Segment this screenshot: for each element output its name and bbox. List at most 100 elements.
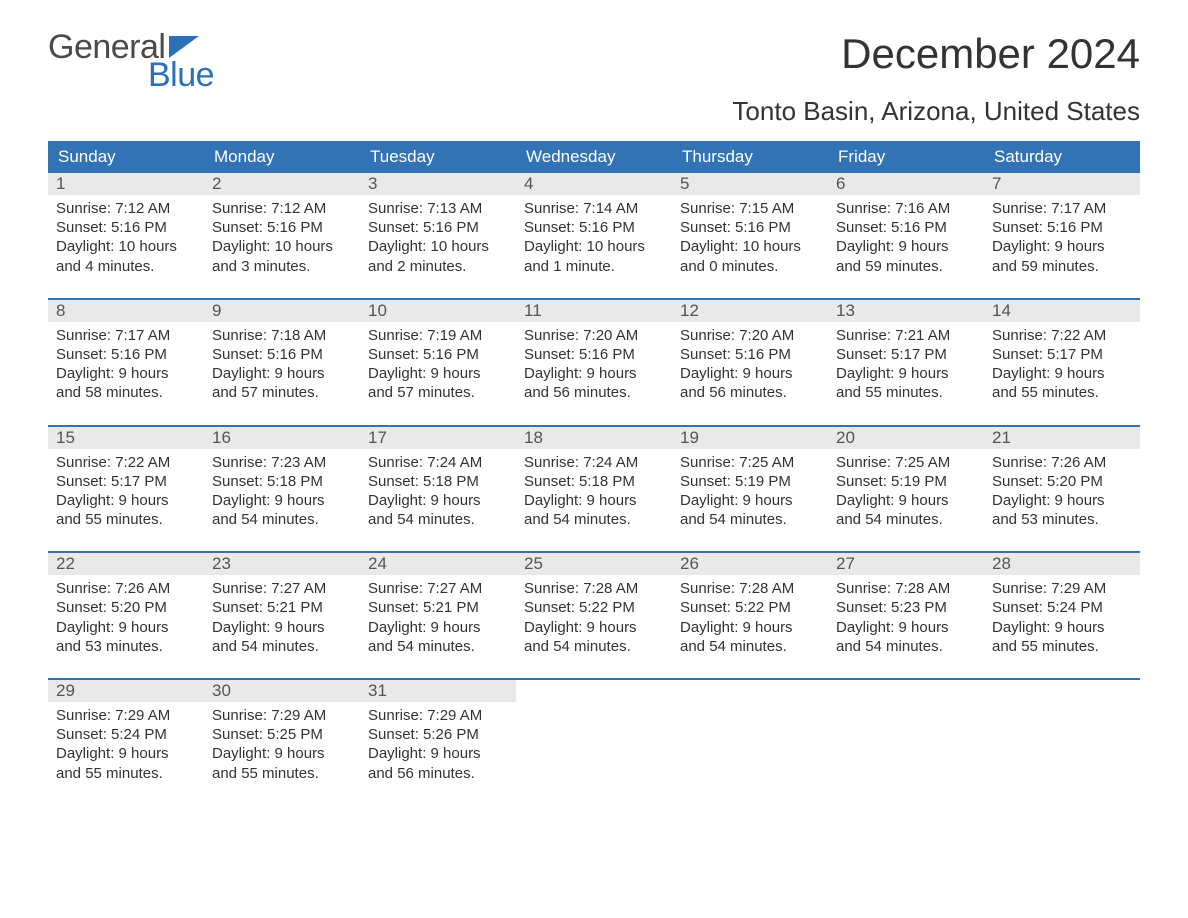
day-cell: 25Sunrise: 7:28 AMSunset: 5:22 PMDayligh… — [516, 553, 672, 660]
week-row: 29Sunrise: 7:29 AMSunset: 5:24 PMDayligh… — [48, 678, 1140, 787]
daylight-text: Daylight: 9 hours — [368, 744, 508, 763]
sunrise-text: Sunrise: 7:20 AM — [680, 326, 820, 345]
day-number: 4 — [516, 173, 672, 195]
sunrise-text: Sunrise: 7:26 AM — [992, 453, 1132, 472]
day-number — [828, 680, 984, 702]
sunset-text: Sunset: 5:19 PM — [836, 472, 976, 491]
day-body: Sunrise: 7:22 AMSunset: 5:17 PMDaylight:… — [48, 449, 204, 534]
day-cell: 10Sunrise: 7:19 AMSunset: 5:16 PMDayligh… — [360, 300, 516, 407]
daylight-text: and 55 minutes. — [56, 510, 196, 529]
day-body: Sunrise: 7:12 AMSunset: 5:16 PMDaylight:… — [204, 195, 360, 280]
daylight-text: Daylight: 9 hours — [680, 364, 820, 383]
day-number: 9 — [204, 300, 360, 322]
daylight-text: and 53 minutes. — [992, 510, 1132, 529]
daylight-text: Daylight: 9 hours — [680, 618, 820, 637]
day-body: Sunrise: 7:26 AMSunset: 5:20 PMDaylight:… — [984, 449, 1140, 534]
day-cell: 11Sunrise: 7:20 AMSunset: 5:16 PMDayligh… — [516, 300, 672, 407]
daylight-text: and 54 minutes. — [680, 510, 820, 529]
day-number: 25 — [516, 553, 672, 575]
day-number: 24 — [360, 553, 516, 575]
daylight-text: Daylight: 9 hours — [212, 364, 352, 383]
sunset-text: Sunset: 5:23 PM — [836, 598, 976, 617]
daylight-text: and 54 minutes. — [836, 510, 976, 529]
day-number: 21 — [984, 427, 1140, 449]
day-cell: 31Sunrise: 7:29 AMSunset: 5:26 PMDayligh… — [360, 680, 516, 787]
daylight-text: Daylight: 9 hours — [680, 491, 820, 510]
sunset-text: Sunset: 5:16 PM — [56, 218, 196, 237]
sunrise-text: Sunrise: 7:25 AM — [836, 453, 976, 472]
logo-word-blue: Blue — [148, 58, 214, 92]
dayname-sunday: Sunday — [48, 141, 204, 173]
sunset-text: Sunset: 5:18 PM — [212, 472, 352, 491]
daylight-text: Daylight: 9 hours — [992, 618, 1132, 637]
daylight-text: Daylight: 9 hours — [56, 491, 196, 510]
daylight-text: Daylight: 9 hours — [524, 618, 664, 637]
day-number: 2 — [204, 173, 360, 195]
sunrise-text: Sunrise: 7:25 AM — [680, 453, 820, 472]
daylight-text: and 54 minutes. — [524, 637, 664, 656]
day-number: 1 — [48, 173, 204, 195]
day-body: Sunrise: 7:20 AMSunset: 5:16 PMDaylight:… — [516, 322, 672, 407]
sunrise-text: Sunrise: 7:16 AM — [836, 199, 976, 218]
sunrise-text: Sunrise: 7:20 AM — [524, 326, 664, 345]
day-cell: 13Sunrise: 7:21 AMSunset: 5:17 PMDayligh… — [828, 300, 984, 407]
sunset-text: Sunset: 5:16 PM — [680, 218, 820, 237]
daylight-text: Daylight: 9 hours — [212, 744, 352, 763]
day-cell: 22Sunrise: 7:26 AMSunset: 5:20 PMDayligh… — [48, 553, 204, 660]
day-cell — [672, 680, 828, 787]
day-number: 19 — [672, 427, 828, 449]
sunrise-text: Sunrise: 7:12 AM — [56, 199, 196, 218]
calendar: SundayMondayTuesdayWednesdayThursdayFrid… — [48, 141, 1140, 787]
day-body: Sunrise: 7:15 AMSunset: 5:16 PMDaylight:… — [672, 195, 828, 280]
sunrise-text: Sunrise: 7:12 AM — [212, 199, 352, 218]
daylight-text: and 55 minutes. — [992, 383, 1132, 402]
sunrise-text: Sunrise: 7:28 AM — [680, 579, 820, 598]
day-body: Sunrise: 7:27 AMSunset: 5:21 PMDaylight:… — [204, 575, 360, 660]
daylight-text: and 54 minutes. — [368, 510, 508, 529]
day-number: 15 — [48, 427, 204, 449]
day-body: Sunrise: 7:29 AMSunset: 5:24 PMDaylight:… — [48, 702, 204, 787]
day-cell: 8Sunrise: 7:17 AMSunset: 5:16 PMDaylight… — [48, 300, 204, 407]
day-body: Sunrise: 7:20 AMSunset: 5:16 PMDaylight:… — [672, 322, 828, 407]
week-row: 15Sunrise: 7:22 AMSunset: 5:17 PMDayligh… — [48, 425, 1140, 534]
sunrise-text: Sunrise: 7:23 AM — [212, 453, 352, 472]
day-cell: 28Sunrise: 7:29 AMSunset: 5:24 PMDayligh… — [984, 553, 1140, 660]
day-number: 18 — [516, 427, 672, 449]
day-number: 28 — [984, 553, 1140, 575]
daylight-text: Daylight: 9 hours — [836, 491, 976, 510]
day-number: 11 — [516, 300, 672, 322]
sunset-text: Sunset: 5:26 PM — [368, 725, 508, 744]
week-row: 22Sunrise: 7:26 AMSunset: 5:20 PMDayligh… — [48, 551, 1140, 660]
daylight-text: Daylight: 10 hours — [56, 237, 196, 256]
daylight-text: Daylight: 9 hours — [368, 491, 508, 510]
daylight-text: Daylight: 9 hours — [56, 364, 196, 383]
sunset-text: Sunset: 5:21 PM — [368, 598, 508, 617]
sunrise-text: Sunrise: 7:21 AM — [836, 326, 976, 345]
sunrise-text: Sunrise: 7:29 AM — [212, 706, 352, 725]
daylight-text: and 55 minutes. — [836, 383, 976, 402]
daylight-text: and 56 minutes. — [680, 383, 820, 402]
day-number: 6 — [828, 173, 984, 195]
day-cell: 12Sunrise: 7:20 AMSunset: 5:16 PMDayligh… — [672, 300, 828, 407]
daylight-text: and 54 minutes. — [680, 637, 820, 656]
day-body: Sunrise: 7:28 AMSunset: 5:22 PMDaylight:… — [672, 575, 828, 660]
daylight-text: Daylight: 9 hours — [212, 618, 352, 637]
daylight-text: Daylight: 9 hours — [992, 491, 1132, 510]
day-cell: 20 Sunrise: 7:25 AMSunset: 5:19 PMDayligh… — [828, 427, 984, 534]
day-cell: 24Sunrise: 7:27 AMSunset: 5:21 PMDayligh… — [360, 553, 516, 660]
day-body: Sunrise: 7:24 AMSunset: 5:18 PMDaylight:… — [516, 449, 672, 534]
day-cell — [828, 680, 984, 787]
daylight-text: Daylight: 9 hours — [992, 237, 1132, 256]
daylight-text: and 54 minutes. — [212, 637, 352, 656]
daylight-text: and 55 minutes. — [212, 764, 352, 783]
dayname-saturday: Saturday — [984, 141, 1140, 173]
sunset-text: Sunset: 5:20 PM — [992, 472, 1132, 491]
daylight-text: Daylight: 10 hours — [368, 237, 508, 256]
sunrise-text: Sunrise: 7:19 AM — [368, 326, 508, 345]
daylight-text: and 54 minutes. — [836, 637, 976, 656]
day-number: 20 — [828, 427, 984, 449]
daylight-text: Daylight: 9 hours — [836, 364, 976, 383]
daylight-text: Daylight: 9 hours — [836, 618, 976, 637]
header: General Blue December 2024 — [48, 30, 1140, 92]
daylight-text: Daylight: 9 hours — [992, 364, 1132, 383]
